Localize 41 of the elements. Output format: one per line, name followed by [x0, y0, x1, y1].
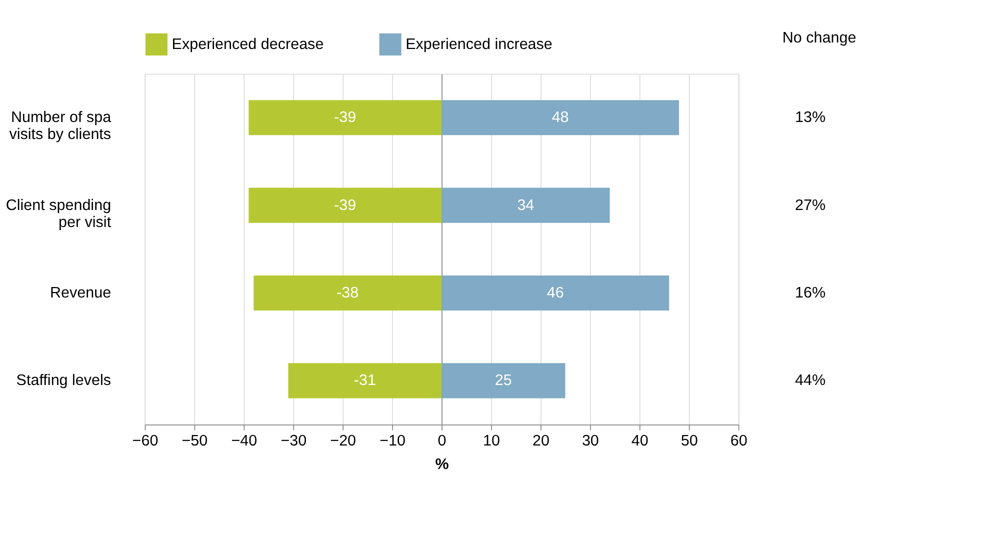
x-tick-label: 60 [730, 432, 748, 450]
legend-label: Experienced increase [406, 36, 552, 53]
data-label: -31 [354, 372, 376, 390]
x-tick-label: 10 [483, 432, 500, 450]
x-tick-label: 40 [631, 432, 648, 450]
data-label: 48 [552, 109, 569, 126]
x-tick-label: −60 [132, 432, 158, 450]
legend-label: Experienced decrease [172, 36, 324, 53]
bar [254, 275, 442, 311]
x-axis-title: % [435, 456, 450, 474]
text: 13% [795, 109, 826, 126]
bar [248, 188, 442, 223]
bar [288, 363, 442, 398]
data-label: 34 [517, 196, 535, 214]
bar [442, 275, 670, 311]
bar [442, 100, 680, 136]
x-tick-label: 20 [532, 432, 550, 450]
x-tick-label: 0 [438, 432, 446, 450]
x-tick-label: 30 [582, 432, 599, 450]
text: 44% [795, 372, 826, 390]
bar [248, 100, 442, 136]
bar [442, 188, 610, 223]
x-tick-label: −20 [330, 432, 356, 450]
data-label: 46 [546, 284, 564, 302]
text: No change [782, 29, 856, 46]
data-label: 25 [494, 372, 512, 390]
data-label: -39 [334, 109, 356, 126]
x-tick-label: −40 [231, 432, 258, 450]
y-tick-label: Revenue [50, 284, 112, 302]
data-label: -39 [334, 196, 356, 214]
data-label: -38 [336, 284, 359, 302]
x-tick-label: 50 [680, 432, 698, 450]
text: 16% [795, 284, 826, 302]
text: 27% [795, 196, 826, 214]
x-tick-label: −30 [280, 432, 307, 450]
bar [442, 363, 566, 398]
y-tick-label: Number of spa visits by clients [9, 109, 112, 144]
y-tick-label: Staffing levels [16, 372, 112, 390]
x-tick-label: −10 [380, 432, 406, 450]
x-tick-label: −50 [182, 432, 208, 450]
y-tick-label: Client spending per visit [6, 196, 112, 231]
